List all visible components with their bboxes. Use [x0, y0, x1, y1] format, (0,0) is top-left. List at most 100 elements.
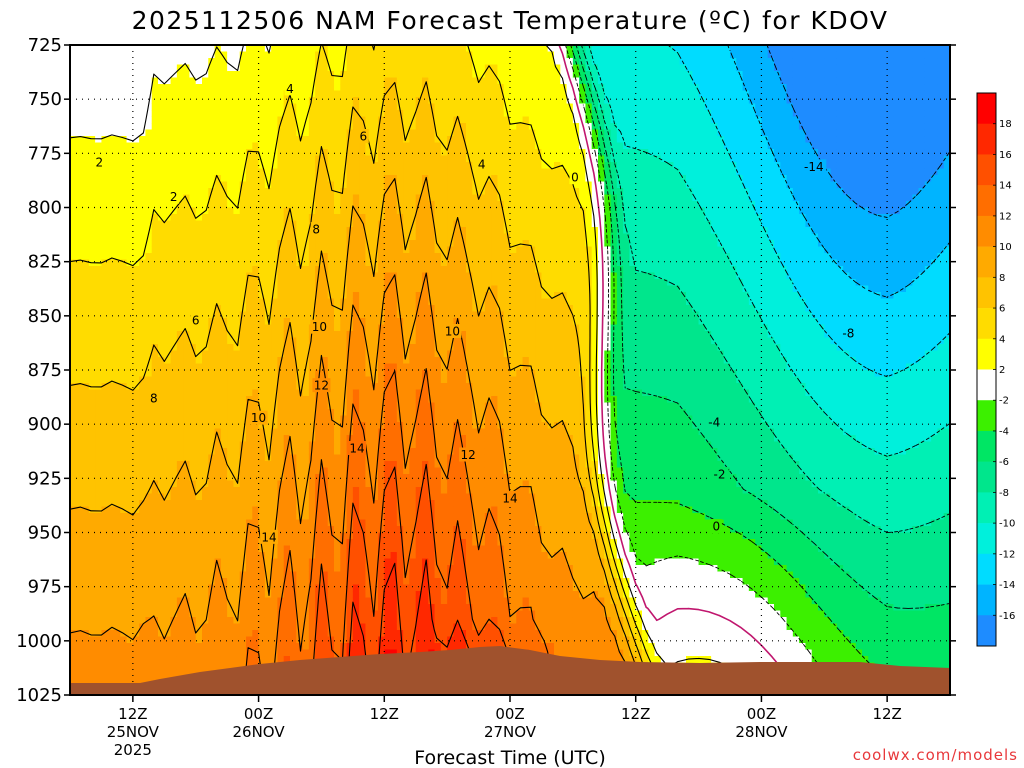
- temperature-cell: [132, 337, 140, 345]
- temperature-cell: [132, 344, 140, 351]
- temperature-cell: [145, 285, 153, 293]
- temperature-cell: [340, 545, 347, 553]
- temperature-cell: [258, 214, 266, 221]
- temperature-cell: [107, 318, 115, 325]
- temperature-cell: [139, 58, 146, 65]
- temperature-cell: [76, 64, 83, 72]
- temperature-cell: [252, 90, 259, 98]
- temperature-cell: [220, 253, 228, 260]
- temperature-cell: [120, 415, 127, 423]
- temperature-cell: [327, 58, 335, 65]
- temperature-cell: [151, 350, 159, 358]
- temperature-cell: [233, 448, 241, 455]
- temperature-cell: [321, 357, 329, 364]
- temperature-cell: [82, 591, 90, 598]
- temperature-cell: [101, 591, 109, 598]
- temperature-cell: [371, 285, 379, 293]
- temperature-cell: [95, 545, 102, 553]
- temperature-cell: [208, 103, 215, 111]
- temperature-cell: [308, 201, 316, 208]
- temperature-cell: [145, 64, 153, 72]
- temperature-cell: [365, 123, 373, 130]
- temperature-cell: [378, 149, 385, 156]
- temperature-cell: [214, 311, 222, 319]
- temperature-cell: [132, 545, 140, 553]
- temperature-cell: [220, 578, 228, 585]
- temperature-cell: [70, 90, 77, 98]
- temperature-cell: [290, 305, 297, 312]
- temperature-cell: [220, 227, 228, 234]
- temperature-cell: [101, 240, 109, 247]
- temperature-cell: [233, 454, 241, 462]
- temperature-cell: [239, 617, 247, 624]
- temperature-cell: [283, 357, 291, 364]
- temperature-cell: [176, 110, 184, 117]
- temperature-cell: [227, 500, 234, 507]
- temperature-cell: [290, 636, 297, 644]
- temperature-cell: [107, 64, 115, 72]
- temperature-cell: [114, 402, 121, 410]
- temperature-cell: [220, 129, 228, 137]
- temperature-cell: [132, 519, 140, 527]
- temperature-cell: [315, 389, 322, 397]
- temperature-cell: [378, 467, 385, 475]
- temperature-cell: [164, 90, 171, 98]
- temperature-cell: [82, 188, 90, 195]
- temperature-cell: [214, 591, 222, 598]
- temperature-cell: [82, 305, 90, 312]
- temperature-cell: [321, 123, 329, 130]
- temperature-cell: [233, 584, 241, 592]
- temperature-cell: [164, 487, 171, 494]
- temperature-cell: [82, 123, 90, 130]
- temperature-cell: [101, 214, 109, 221]
- temperature-cell: [107, 402, 115, 410]
- temperature-cell: [296, 201, 303, 208]
- temperature-cell: [271, 110, 278, 117]
- temperature-cell: [252, 435, 259, 442]
- temperature-cell: [139, 500, 146, 507]
- temperature-cell: [246, 461, 253, 468]
- temperature-cell: [346, 240, 354, 247]
- temperature-cell: [233, 636, 241, 644]
- temperature-cell: [371, 331, 379, 338]
- temperature-cell: [321, 591, 329, 598]
- temperature-cell: [114, 220, 121, 228]
- temperature-cell: [346, 136, 354, 143]
- temperature-cell: [290, 441, 297, 449]
- temperature-cell: [208, 636, 215, 644]
- temperature-cell: [334, 116, 341, 124]
- temperature-cell: [151, 558, 159, 566]
- temperature-cell: [202, 90, 209, 98]
- temperature-cell: [183, 142, 190, 150]
- temperature-cell: [189, 428, 197, 436]
- temperature-cell: [88, 51, 96, 59]
- temperature-cell: [220, 428, 228, 436]
- temperature-cell: [170, 155, 178, 163]
- temperature-cell: [70, 311, 77, 319]
- temperature-cell: [126, 344, 134, 351]
- temperature-cell: [239, 571, 247, 579]
- temperature-cell: [239, 506, 247, 514]
- temperature-cell: [82, 441, 90, 449]
- temperature-cell: [327, 357, 335, 364]
- temperature-cell: [308, 259, 316, 267]
- temperature-cell: [277, 324, 285, 332]
- temperature-cell: [283, 285, 291, 293]
- temperature-cell: [252, 487, 259, 494]
- temperature-cell: [277, 513, 285, 520]
- temperature-cell: [220, 513, 228, 520]
- temperature-cell: [70, 331, 77, 338]
- temperature-cell: [246, 175, 253, 182]
- temperature-cell: [283, 259, 291, 267]
- temperature-cell: [183, 513, 190, 520]
- temperature-cell: [239, 64, 247, 72]
- temperature-cell: [101, 292, 109, 299]
- temperature-cell: [352, 240, 360, 247]
- temperature-cell: [70, 259, 77, 267]
- temperature-cell: [164, 149, 171, 156]
- temperature-cell: [371, 461, 379, 468]
- temperature-cell: [378, 344, 385, 351]
- temperature-cell: [246, 383, 253, 390]
- temperature-cell: [183, 571, 190, 579]
- temperature-cell: [139, 617, 146, 624]
